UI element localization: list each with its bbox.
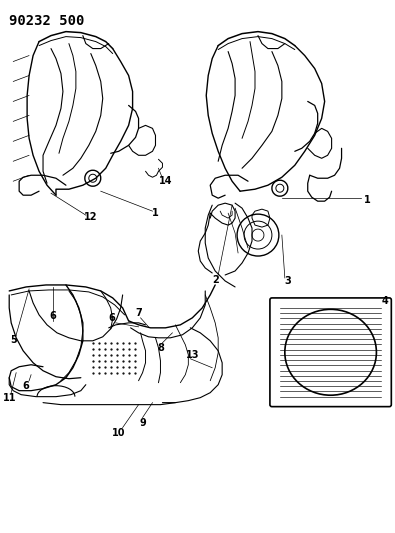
Text: 10: 10 bbox=[112, 427, 126, 438]
Text: 12: 12 bbox=[84, 212, 98, 222]
Text: 4: 4 bbox=[382, 296, 389, 306]
Text: 13: 13 bbox=[186, 350, 199, 360]
Text: 90232 500: 90232 500 bbox=[9, 14, 85, 28]
Text: 1: 1 bbox=[152, 208, 159, 218]
Text: 14: 14 bbox=[159, 176, 172, 186]
Text: 3: 3 bbox=[284, 276, 291, 286]
Text: 11: 11 bbox=[2, 393, 16, 402]
Text: 6: 6 bbox=[23, 381, 30, 391]
Text: 2: 2 bbox=[212, 275, 218, 285]
Text: 9: 9 bbox=[139, 417, 146, 427]
FancyBboxPatch shape bbox=[270, 298, 391, 407]
Text: 6: 6 bbox=[108, 313, 115, 323]
Text: 6: 6 bbox=[50, 311, 56, 321]
Text: 8: 8 bbox=[157, 343, 164, 353]
Text: 5: 5 bbox=[10, 335, 17, 345]
Text: 1: 1 bbox=[364, 195, 371, 205]
Text: 7: 7 bbox=[135, 308, 142, 318]
